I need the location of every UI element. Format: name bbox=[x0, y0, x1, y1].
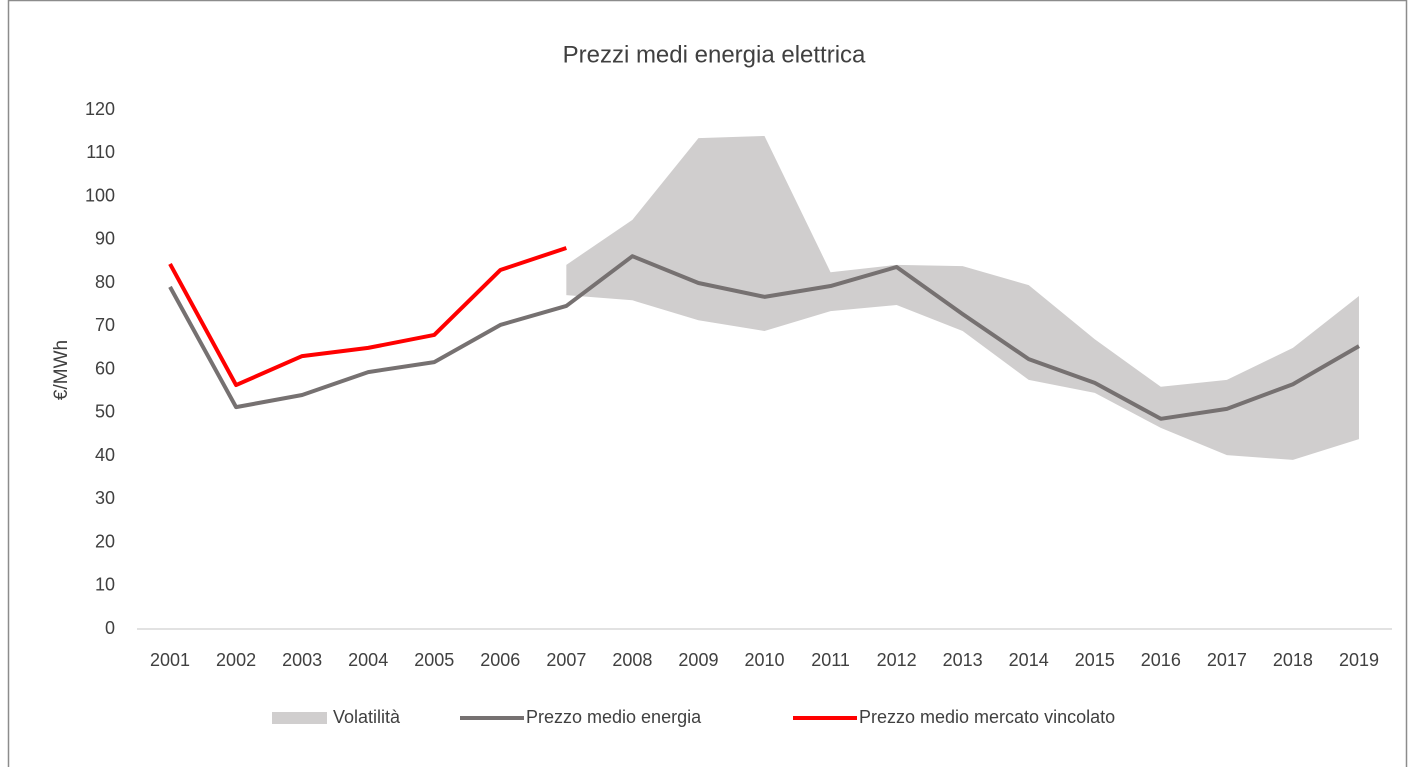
y-tick-label: 10 bbox=[95, 575, 115, 595]
x-tick-label: 2015 bbox=[1075, 650, 1115, 670]
x-tick-label: 2005 bbox=[414, 650, 454, 670]
y-tick-label: 60 bbox=[95, 358, 115, 378]
x-tick-label: 2002 bbox=[216, 650, 256, 670]
y-tick-label: 100 bbox=[85, 185, 115, 205]
y-tick-label: 0 bbox=[105, 618, 115, 638]
x-tick-label: 2006 bbox=[480, 650, 520, 670]
x-tick-label: 2011 bbox=[811, 650, 850, 670]
y-axis-label: €/MWh bbox=[51, 340, 72, 400]
y-tick-label: 110 bbox=[86, 142, 115, 162]
y-tick-label: 20 bbox=[95, 531, 115, 551]
y-tick-label: 30 bbox=[95, 488, 115, 508]
x-tick-label: 2008 bbox=[612, 650, 652, 670]
x-tick-label: 2017 bbox=[1207, 650, 1247, 670]
x-tick-label: 2018 bbox=[1273, 650, 1313, 670]
x-tick-label: 2013 bbox=[943, 650, 983, 670]
legend-label: Prezzo medio energia bbox=[526, 707, 702, 727]
x-tick-label: 2012 bbox=[877, 650, 917, 670]
chart-title: Prezzi medi energia elettrica bbox=[563, 41, 866, 68]
y-tick-label: 80 bbox=[95, 272, 115, 292]
legend-label: Volatilità bbox=[333, 707, 401, 727]
legend-label: Prezzo medio mercato vincolato bbox=[859, 707, 1115, 727]
x-tick-label: 2016 bbox=[1141, 650, 1181, 670]
series-line bbox=[168, 246, 567, 388]
x-tick-label: 2010 bbox=[744, 650, 784, 670]
y-tick-label: 40 bbox=[95, 445, 115, 465]
y-tick-label: 120 bbox=[85, 99, 115, 119]
y-tick-label: 50 bbox=[95, 402, 115, 422]
legend-swatch bbox=[272, 712, 327, 724]
x-tick-label: 2014 bbox=[1009, 650, 1049, 670]
x-tick-label: 2007 bbox=[546, 650, 586, 670]
x-tick-label: 2019 bbox=[1339, 650, 1379, 670]
series-line bbox=[168, 254, 1360, 421]
volatility-band bbox=[566, 135, 1359, 460]
x-tick-label: 2001 bbox=[150, 650, 190, 670]
x-tick-label: 2003 bbox=[282, 650, 322, 670]
y-tick-label: 90 bbox=[95, 229, 115, 249]
x-tick-label: 2004 bbox=[348, 650, 388, 670]
y-tick-label: 70 bbox=[95, 315, 115, 335]
x-tick-label: 2009 bbox=[678, 650, 718, 670]
